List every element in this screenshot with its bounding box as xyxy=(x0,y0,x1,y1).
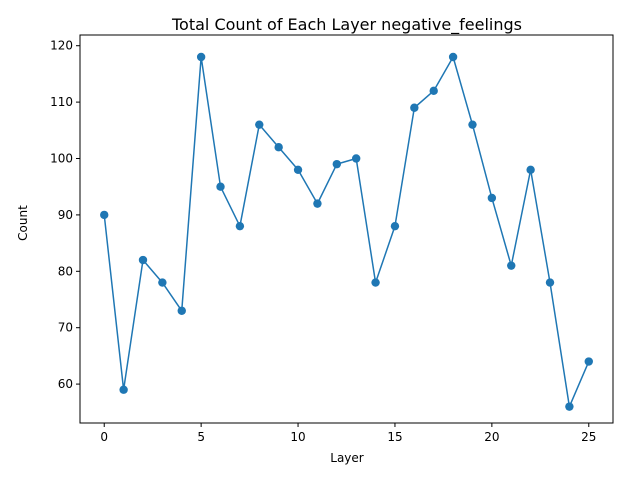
x-tick-label: 10 xyxy=(290,430,305,444)
data-point xyxy=(158,278,167,287)
data-point xyxy=(177,306,186,315)
data-point xyxy=(351,154,361,163)
data-point xyxy=(371,278,380,287)
data-point xyxy=(119,385,128,394)
data-point xyxy=(313,199,322,208)
data-point xyxy=(545,278,555,287)
data-point xyxy=(584,357,593,366)
data-point xyxy=(274,143,283,152)
data-point xyxy=(507,261,516,270)
data-point xyxy=(410,103,419,112)
y-axis-label: Count xyxy=(16,205,30,241)
data-point xyxy=(332,159,342,169)
data-point xyxy=(196,52,206,62)
x-tick-label: 0 xyxy=(100,430,108,444)
data-point xyxy=(487,193,497,203)
y-tick-label: 70 xyxy=(58,321,73,335)
x-axis-label: Layer xyxy=(330,451,364,465)
x-tick-label: 15 xyxy=(387,430,402,444)
y-tick-label: 60 xyxy=(58,377,73,391)
y-tick-label: 100 xyxy=(50,152,73,166)
y-tick-label: 90 xyxy=(58,208,73,222)
data-point xyxy=(429,86,438,96)
x-tick-label: 5 xyxy=(197,430,205,444)
data-point xyxy=(235,221,245,231)
data-point xyxy=(448,52,458,62)
data-point xyxy=(293,165,303,174)
data-point xyxy=(100,210,109,220)
x-axis-ticks: 0 5 10 15 20 25 xyxy=(100,423,596,444)
data-point xyxy=(565,402,574,411)
x-tick-label: 25 xyxy=(581,430,596,444)
y-tick-label: 80 xyxy=(58,264,73,278)
x-tick-label: 20 xyxy=(484,430,499,444)
data-point xyxy=(526,165,535,174)
data-point xyxy=(138,255,148,265)
data-point xyxy=(468,120,477,129)
series-layer xyxy=(100,52,593,411)
series-line xyxy=(103,56,590,408)
y-axis-ticks: 60 70 80 90 100 110 120 xyxy=(50,39,80,391)
data-point xyxy=(390,221,400,231)
chart-title: Total Count of Each Layer negative_feeli… xyxy=(171,15,522,35)
y-tick-label: 120 xyxy=(50,39,73,53)
data-point xyxy=(216,182,225,191)
y-tick-label: 110 xyxy=(50,95,73,109)
plot-area-frame xyxy=(79,34,614,424)
data-point xyxy=(255,120,264,129)
